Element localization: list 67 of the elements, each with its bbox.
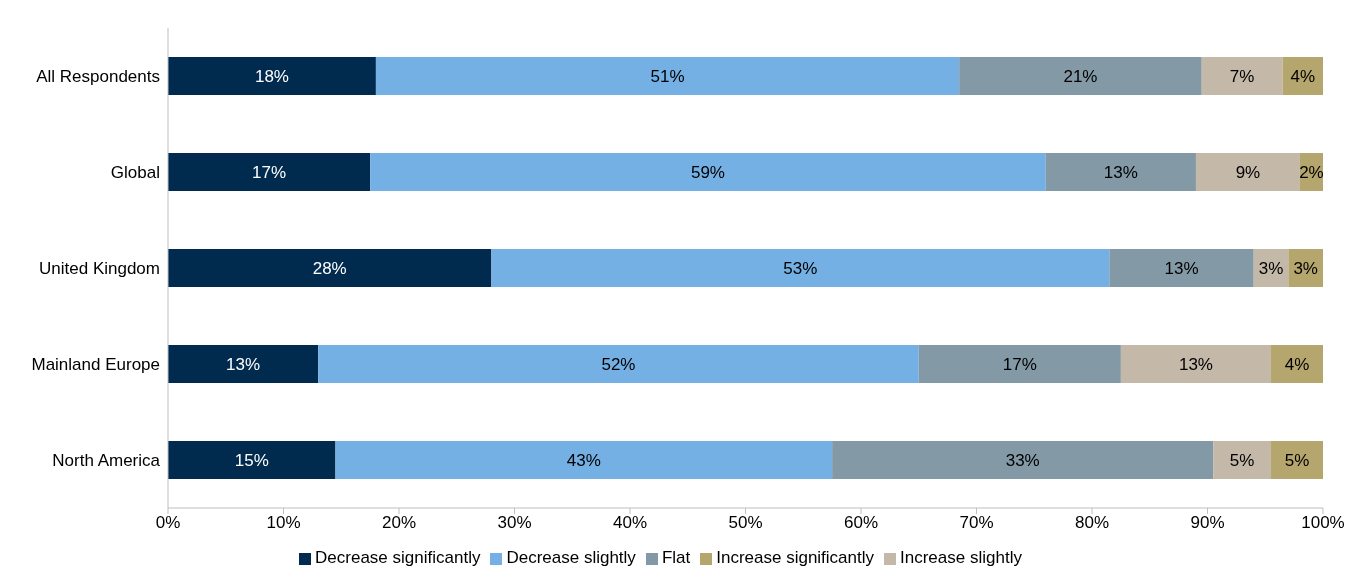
bar (1195, 153, 1300, 191)
x-tick-label: 100% (1301, 513, 1345, 533)
data-label: 43% (566, 450, 601, 470)
x-tick-label: 20% (381, 513, 417, 533)
data-label: 4% (1290, 66, 1316, 86)
x-tick-label: 70% (959, 513, 994, 533)
bar (375, 57, 960, 95)
y-tick-label: All Respondents (36, 67, 160, 87)
bar (318, 345, 919, 383)
bar (168, 153, 371, 191)
data-label: 4% (1284, 354, 1310, 374)
data-label: 21% (1063, 66, 1098, 86)
legend-label: Increase significantly (716, 548, 875, 567)
data-label: 5% (1229, 450, 1255, 470)
data-label: 53% (783, 258, 818, 278)
bar (959, 57, 1202, 95)
x-tick-label: 80% (1074, 513, 1110, 533)
data-label: 28% (312, 258, 347, 278)
data-label: 7% (1229, 66, 1255, 86)
bar (1045, 153, 1196, 191)
data-label: 13% (1178, 354, 1213, 374)
legend-label: Increase slightly (900, 548, 1022, 567)
x-tick-label: 60% (843, 513, 879, 533)
bar (918, 345, 1121, 383)
data-label: 15% (234, 450, 269, 470)
bar (168, 345, 319, 383)
x-tick-label: 90% (1190, 513, 1225, 533)
y-tick-label: North America (52, 451, 161, 471)
data-label: 9% (1235, 162, 1261, 182)
y-tick-label: Mainland Europe (31, 355, 160, 375)
bar (370, 153, 1046, 191)
bar (168, 249, 492, 287)
bar (491, 249, 1110, 287)
data-label: 18% (254, 66, 289, 86)
bar (832, 441, 1214, 479)
data-label: 59% (690, 162, 725, 182)
data-label: 3% (1293, 258, 1318, 278)
data-label: 3% (1258, 258, 1284, 278)
x-tick-label: 50% (728, 513, 763, 533)
data-label: 2% (1299, 162, 1324, 182)
legend-label: Decrease slightly (506, 548, 636, 567)
data-label: 13% (226, 354, 261, 374)
legend-label: Decrease significantly (315, 548, 481, 567)
y-tick-label: United Kingdom (39, 259, 160, 279)
y-tick-label: Global (110, 163, 160, 183)
bar (1109, 249, 1254, 287)
bar (1271, 441, 1323, 479)
x-tick-label: 40% (612, 513, 648, 533)
data-label: 17% (1002, 354, 1037, 374)
data-label: 33% (1005, 450, 1040, 470)
data-label: 17% (252, 162, 287, 182)
bar (1213, 441, 1272, 479)
x-tick-label: 0% (155, 513, 181, 533)
bar (1120, 345, 1272, 383)
legend-label: Flat (661, 548, 691, 567)
bar (168, 57, 376, 95)
data-label: 52% (601, 354, 636, 374)
data-label: 5% (1284, 450, 1310, 470)
bar (335, 441, 833, 479)
x-tick-label: 30% (497, 513, 532, 533)
bar (168, 441, 336, 479)
data-label: 13% (1164, 258, 1199, 278)
bar (1201, 57, 1283, 95)
bar (1271, 345, 1323, 383)
x-tick-label: 10% (266, 513, 301, 533)
data-label: 51% (650, 66, 685, 86)
data-label: 13% (1103, 162, 1138, 182)
